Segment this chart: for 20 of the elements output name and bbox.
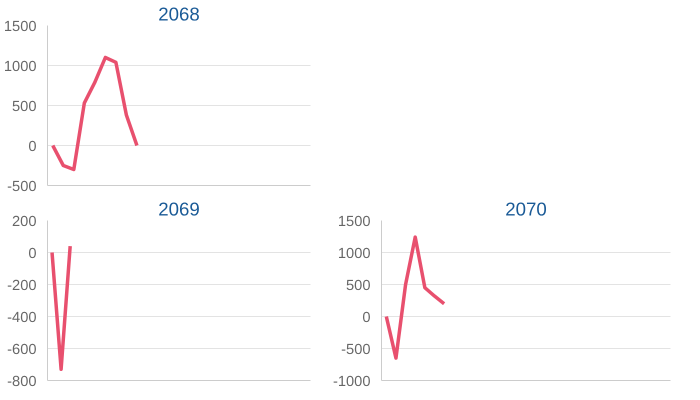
y-tick-label: -200 bbox=[7, 278, 37, 294]
y-tick-label: 1500 bbox=[4, 19, 37, 35]
y-tick-label: -800 bbox=[7, 374, 37, 390]
y-tick-label: 0 bbox=[362, 310, 371, 326]
y-tick-label: -500 bbox=[7, 179, 37, 195]
y-tick-label: 1500 bbox=[338, 214, 371, 230]
chart-title: 2068 bbox=[158, 4, 200, 24]
chart-title: 2070 bbox=[505, 198, 547, 220]
y-tick-label: 0 bbox=[28, 246, 37, 262]
y-tick-label: 200 bbox=[12, 214, 37, 230]
y-tick-label: -1000 bbox=[333, 374, 371, 390]
y-tick-label: -600 bbox=[7, 342, 37, 358]
y-tick-label: -500 bbox=[341, 342, 371, 358]
y-tick-label: 500 bbox=[346, 278, 371, 294]
y-tick-label: 0 bbox=[28, 139, 37, 155]
y-tick-label: -400 bbox=[7, 310, 37, 326]
y-tick-label: 1000 bbox=[338, 246, 371, 262]
y-tick-label: 500 bbox=[12, 99, 37, 115]
chart-title: 2069 bbox=[158, 198, 200, 220]
y-tick-label: 1000 bbox=[4, 59, 37, 75]
